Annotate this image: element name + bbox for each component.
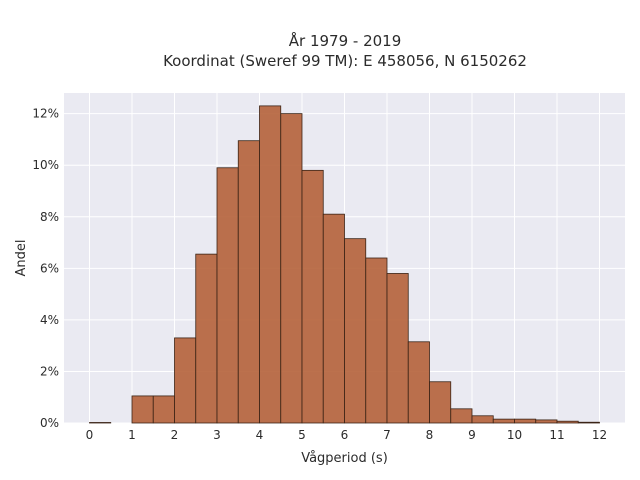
- histogram-bar: [365, 257, 388, 424]
- x-tick-label: 3: [213, 428, 221, 442]
- x-tick-label: 12: [592, 428, 607, 442]
- x-tick-label: 0: [86, 428, 94, 442]
- histogram-bar: [152, 395, 175, 424]
- y-tick-label: 0%: [40, 416, 59, 430]
- histogram-bar: [280, 113, 303, 424]
- y-axis-label: Andel: [14, 240, 29, 277]
- x-tick-label: 8: [426, 428, 434, 442]
- histogram-bar: [535, 419, 558, 424]
- histogram-bar: [514, 418, 537, 424]
- histogram-bar: [322, 213, 345, 424]
- histogram-bar: [195, 253, 218, 424]
- histogram-bar: [407, 341, 430, 424]
- histogram-bar: [174, 337, 197, 424]
- histogram-bar: [237, 140, 260, 424]
- x-tick-label: 1: [128, 428, 136, 442]
- x-tick-label: 4: [256, 428, 264, 442]
- y-tick-label: 4%: [40, 313, 59, 327]
- histogram-bar: [386, 273, 409, 424]
- histogram-bar: [131, 395, 154, 424]
- histogram-bar: [259, 105, 282, 424]
- chart-title: År 1979 - 2019: [289, 31, 402, 50]
- x-tick-label: 10: [507, 428, 522, 442]
- x-tick-label: 9: [468, 428, 476, 442]
- y-tick-label: 12%: [32, 107, 59, 121]
- x-tick-label: 7: [383, 428, 391, 442]
- x-tick-label: 6: [341, 428, 349, 442]
- histogram-bar: [429, 381, 452, 424]
- histogram-bar: [89, 422, 112, 424]
- histogram-bar: [492, 418, 515, 424]
- histogram-bar: [471, 415, 494, 424]
- histogram-bar: [556, 420, 579, 424]
- y-tick-label: 2%: [40, 364, 59, 378]
- x-axis-label: Vågperiod (s): [301, 451, 388, 466]
- y-tick-label: 10%: [32, 158, 59, 172]
- y-tick-label: 8%: [40, 210, 59, 224]
- x-axis-ticks: 0 1 2 3 4 5 6 7 8 9 10 11 12: [86, 428, 607, 442]
- chart-subtitle: Koordinat (Sweref 99 TM): E 458056, N 61…: [163, 52, 527, 70]
- x-tick-label: 2: [171, 428, 179, 442]
- x-tick-label: 5: [298, 428, 306, 442]
- histogram-bar: [577, 421, 600, 424]
- x-tick-label: 11: [549, 428, 564, 442]
- y-tick-label: 6%: [40, 261, 59, 275]
- histogram-bar: [344, 238, 367, 424]
- y-axis-ticks: 0% 2% 4% 6% 8% 10% 12%: [32, 107, 59, 430]
- bars: [89, 105, 600, 424]
- histogram-bar: [450, 408, 473, 424]
- histogram-bar: [301, 169, 324, 424]
- histogram-bar: [216, 167, 239, 424]
